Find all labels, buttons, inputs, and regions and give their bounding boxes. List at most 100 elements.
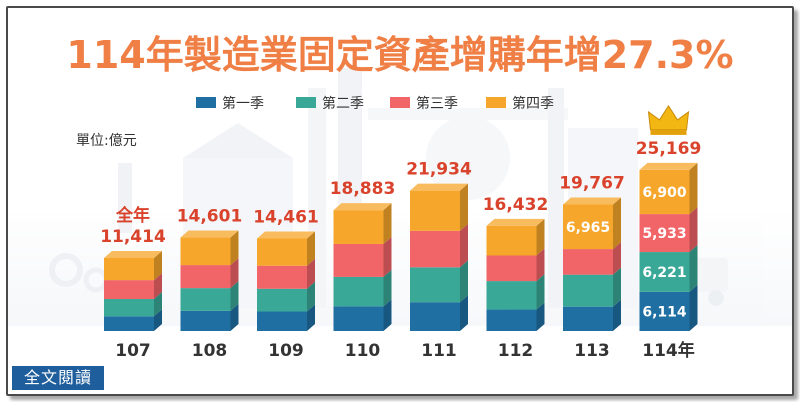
x-tick-label-112: 112 (498, 341, 534, 361)
bar-segment-side-107-第一季 (154, 309, 162, 331)
legend-label-3: 第三季 (416, 95, 458, 112)
bar-segment-side-108-第一季 (230, 303, 239, 331)
legend-label-2: 第二季 (322, 95, 364, 112)
bar-segment-side-111-第四季 (460, 183, 468, 231)
bar-segment-side-113-第一季 (613, 299, 621, 331)
x-tick-label-108: 108 (192, 341, 228, 361)
chart-title: 114年製造業固定資產增購年增27.3% (66, 33, 733, 77)
bar-segment-111-第四季 (410, 190, 460, 231)
bar-top-face-111 (410, 183, 468, 191)
bar-segment-108-第四季 (180, 237, 231, 266)
legend-label-4: 第四季 (512, 95, 554, 112)
bar-segment-side-109-第一季 (307, 304, 315, 331)
infographic-frame: 114年製造業固定資產增購年增27.3% 第一季 第二季 第三季 第四季 單位:億元 … (6, 6, 794, 396)
bar-segment-side-114年-第三季 (689, 207, 698, 253)
crown-band (650, 129, 687, 135)
bar-segment-side-107-第三季 (154, 273, 162, 299)
bar-segment-side-112-第一季 (536, 302, 545, 331)
chart: 114年製造業固定資產增購年增27.3% 第一季 第二季 第三季 第四季 單位:億元 … (8, 33, 792, 361)
bar-segment-side-114年-第四季 (689, 162, 698, 215)
bar-total-label-110: 18,883 (330, 179, 396, 199)
bar-segment-113-第二季 (563, 274, 613, 307)
bar-segment-107-第四季 (104, 257, 154, 281)
bar-segment-side-109-第四季 (307, 231, 315, 266)
bar-segment-110-第二季 (333, 276, 384, 307)
x-tick-label-113: 113 (574, 341, 610, 361)
bar-top-face-113 (563, 197, 621, 205)
bar-segment-112-第四季 (486, 225, 537, 256)
bar-segment-112-第三季 (486, 255, 537, 282)
bar-segment-side-111-第三季 (460, 223, 468, 268)
bar-value-label-114年-第二季: 6,221 (642, 265, 686, 281)
bar-segment-side-108-第三季 (230, 258, 239, 289)
bar-segment-side-110-第二季 (383, 269, 392, 307)
legend-label-1: 第一季 (222, 95, 264, 112)
bar-segment-112-第二季 (486, 281, 537, 310)
bar-value-label-114年-第三季: 5,933 (642, 226, 686, 242)
full-year-label: 全年 (115, 205, 150, 226)
legend-swatch-4 (486, 97, 506, 108)
bar-segment-108-第一季 (180, 310, 231, 331)
bar-top-face-112 (486, 218, 545, 226)
bar-segment-side-113-第三季 (613, 242, 621, 275)
bar-segment-114年-第一季 (639, 291, 690, 331)
x-tick-label-114年: 114年 (642, 340, 695, 361)
x-tick-label-110: 110 (345, 341, 381, 361)
bar-segment-side-113-第四季 (613, 197, 621, 250)
bar-segment-side-114年-第一季 (689, 284, 698, 331)
bar-segment-side-109-第三季 (307, 258, 315, 289)
bar-segment-side-112-第二季 (536, 274, 545, 310)
unit-label: 單位:億元 (76, 133, 137, 149)
bar-segment-108-第二季 (180, 288, 231, 311)
bar-segment-side-111-第一季 (460, 295, 468, 331)
bar-top-face-110 (333, 203, 392, 211)
bar-total-label-112: 16,432 (483, 195, 549, 215)
crown-icon (647, 105, 690, 131)
bar-top-face-108 (180, 230, 239, 238)
bar-total-label-109: 14,461 (253, 207, 319, 227)
legend-swatch-1 (196, 97, 216, 108)
bar-segment-113-第四季 (563, 204, 613, 250)
bar-total-label-107: 11,414 (100, 227, 166, 247)
x-tick-label-111: 111 (421, 341, 457, 361)
bar-segment-side-111-第二季 (460, 260, 468, 303)
bar-top-face-109 (257, 231, 315, 239)
bar-segment-109-第三季 (257, 265, 307, 289)
bar-segment-113-第一季 (563, 306, 613, 331)
bar-segment-side-107-第二季 (154, 292, 162, 317)
x-tick-label-109: 109 (268, 341, 304, 361)
bar-segment-side-112-第三季 (536, 248, 545, 282)
bar-top-face-107 (104, 250, 162, 258)
bar-segment-109-第二季 (257, 288, 307, 312)
x-tick-label-107: 107 (115, 341, 151, 361)
bar-segment-side-113-第二季 (613, 267, 621, 307)
bar-segment-side-110-第一季 (383, 299, 392, 331)
bar-segment-110-第一季 (333, 306, 384, 331)
bar-segment-114年-第三季 (639, 214, 690, 253)
bar-segment-107-第二季 (104, 299, 154, 317)
bar-segment-side-108-第二季 (230, 281, 239, 311)
bar-segment-109-第四季 (257, 238, 307, 266)
bar-segment-side-110-第三季 (383, 236, 392, 277)
bar-segment-107-第三季 (104, 280, 154, 299)
bar-value-label-113-第四季: 6,965 (566, 220, 610, 236)
bar-segment-side-112-第四季 (536, 218, 545, 256)
bar-total-label-111: 21,934 (406, 160, 472, 180)
bar-segment-114年-第四季 (639, 169, 690, 215)
bar-segment-114年-第二季 (639, 252, 690, 292)
bar-total-label-113: 19,767 (559, 173, 625, 193)
bar-segment-107-第一季 (104, 316, 154, 331)
bar-segment-111-第二季 (410, 267, 460, 303)
bar-segment-111-第三季 (410, 230, 460, 268)
bar-value-label-114年-第一季: 6,114 (642, 304, 687, 320)
bar-segment-111-第一季 (410, 302, 460, 331)
legend-swatch-3 (390, 97, 410, 108)
bar-segment-110-第三季 (333, 243, 384, 277)
bar-total-label-114年: 25,169 (636, 139, 702, 159)
legend-swatch-2 (296, 97, 316, 108)
bar-segment-side-110-第四季 (383, 203, 392, 244)
bar-top-face-114年 (639, 162, 698, 170)
bar-segment-113-第三季 (563, 249, 613, 275)
read-full-text-button[interactable]: 全文閱讀 (12, 366, 104, 390)
bar-segment-108-第三季 (180, 265, 231, 289)
